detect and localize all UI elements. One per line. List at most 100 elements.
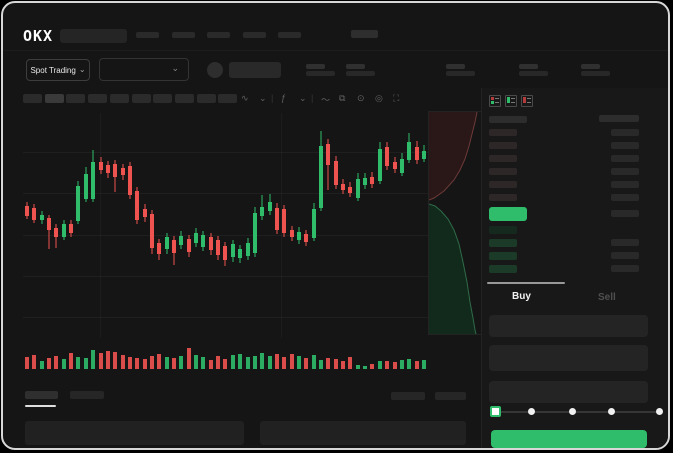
slider-handle[interactable] xyxy=(490,406,501,417)
book-combined-icon[interactable] xyxy=(489,95,501,107)
stat-label-placeholder xyxy=(581,64,600,69)
ask-row-price[interactable] xyxy=(489,129,517,136)
slider-stop-dot[interactable] xyxy=(656,408,663,415)
depth-chart xyxy=(428,111,478,335)
amount-input[interactable] xyxy=(489,345,648,371)
divider: | xyxy=(271,93,274,103)
orderbook-header-amount xyxy=(599,115,639,122)
stat-label-placeholder xyxy=(306,64,325,69)
slider-stop-dot[interactable] xyxy=(608,408,615,415)
orders-panel-placeholder xyxy=(25,421,244,445)
bid-row-price[interactable] xyxy=(489,265,517,273)
bottom-tab[interactable] xyxy=(70,391,104,399)
candle-style-icon[interactable]: ∿ xyxy=(241,93,249,103)
bid-row-price[interactable] xyxy=(489,252,517,260)
settings-icon[interactable]: ◎ xyxy=(375,93,383,103)
ask-row-price[interactable] xyxy=(489,142,517,149)
history-panel-placeholder xyxy=(260,421,466,445)
pair-name-placeholder xyxy=(229,62,281,78)
okx-logo[interactable]: OKX xyxy=(23,27,54,45)
nav-item-placeholder[interactable] xyxy=(171,32,195,38)
chevron-down-icon[interactable]: ⌄ xyxy=(259,93,267,103)
active-tab-indicator xyxy=(25,405,56,407)
volume-chart xyxy=(25,348,426,369)
chevron-down-icon: ⌄ xyxy=(171,63,179,73)
tab-sell[interactable]: Sell xyxy=(598,292,616,303)
candlestick-chart[interactable] xyxy=(23,113,428,338)
timeframe-button[interactable] xyxy=(153,94,173,103)
nav-item-placeholder[interactable] xyxy=(242,32,266,38)
stat-value-placeholder xyxy=(446,71,475,76)
ask-row-price[interactable] xyxy=(489,181,517,188)
right-panel: Buy Sell xyxy=(481,88,668,448)
divider xyxy=(3,50,668,51)
stat-label-placeholder xyxy=(346,64,365,69)
ask-row-price[interactable] xyxy=(489,168,517,175)
bid-row-price[interactable] xyxy=(489,226,517,234)
stat-value-placeholder xyxy=(306,71,335,76)
total-input[interactable] xyxy=(489,381,648,403)
stat-label-placeholder xyxy=(519,64,538,69)
timeframe-button[interactable] xyxy=(44,94,64,103)
nav-item-placeholder[interactable] xyxy=(351,30,378,38)
indicator-icon[interactable]: ƒ xyxy=(281,93,287,103)
last-price-amount xyxy=(611,210,639,217)
bid-row-price[interactable] xyxy=(489,239,517,247)
slider-stop-dot[interactable] xyxy=(569,408,576,415)
ask-row-price[interactable] xyxy=(489,155,517,162)
chevron-down-icon: ⌄ xyxy=(78,65,86,74)
orderbook-scrollbar[interactable] xyxy=(487,282,565,284)
pair-logo-avatar[interactable] xyxy=(207,62,223,78)
book-asks-icon[interactable] xyxy=(521,95,533,107)
tab-buy[interactable]: Buy xyxy=(512,291,531,302)
bottom-bar-action[interactable] xyxy=(391,392,425,400)
book-bids-icon[interactable] xyxy=(505,95,517,107)
buy-submit-button[interactable] xyxy=(491,430,647,448)
ask-row-amount[interactable] xyxy=(611,168,639,175)
search-input[interactable] xyxy=(60,29,127,43)
ask-row-amount[interactable] xyxy=(611,129,639,136)
bid-row-amount[interactable] xyxy=(611,239,639,246)
camera-icon[interactable]: ⊙ xyxy=(357,93,365,103)
stat-value-placeholder xyxy=(519,71,548,76)
depth-overlay-panel xyxy=(428,111,483,335)
timeframe-button[interactable] xyxy=(131,94,151,103)
stat-value-placeholder xyxy=(581,71,610,76)
slider-stop-dot[interactable] xyxy=(528,408,535,415)
percent-slider-track[interactable] xyxy=(493,411,661,413)
orderbook-header-price xyxy=(489,116,527,123)
bottom-bar-action[interactable] xyxy=(435,392,466,400)
timeframe-button[interactable] xyxy=(109,94,129,103)
divider: | xyxy=(311,93,314,103)
nav-item-placeholder[interactable] xyxy=(278,32,302,38)
fullscreen-icon[interactable]: ⛶ xyxy=(393,93,400,103)
trading-pair-selector[interactable]: ⌄ xyxy=(99,58,189,81)
timeframe-button[interactable] xyxy=(196,94,216,103)
nav-item-placeholder[interactable] xyxy=(207,32,231,38)
bid-row-amount[interactable] xyxy=(611,252,639,259)
timeframe-button[interactable] xyxy=(218,94,238,103)
last-price-button[interactable] xyxy=(489,207,527,221)
timeframe-button[interactable] xyxy=(23,94,42,103)
timeframe-button[interactable] xyxy=(88,94,108,103)
ask-row-amount[interactable] xyxy=(611,181,639,188)
market-type-label: Spot Trading xyxy=(30,65,76,75)
compare-icon[interactable]: ⧉ xyxy=(339,93,346,103)
bid-row-amount[interactable] xyxy=(611,265,639,272)
line-tool-icon[interactable]: 〜 xyxy=(321,95,331,105)
ask-row-amount[interactable] xyxy=(611,155,639,162)
ask-row-amount[interactable] xyxy=(611,194,639,201)
bottom-tab[interactable] xyxy=(25,391,58,399)
price-input[interactable] xyxy=(489,315,648,337)
market-type-selector[interactable]: Spot Trading ⌄ xyxy=(26,59,90,81)
timeframe-button[interactable] xyxy=(174,94,194,103)
ask-row-amount[interactable] xyxy=(611,142,639,149)
ask-row-price[interactable] xyxy=(489,194,517,201)
nav-item-placeholder[interactable] xyxy=(136,32,159,38)
timeframe-button[interactable] xyxy=(66,94,86,103)
chevron-down-icon[interactable]: ⌄ xyxy=(299,93,307,103)
stat-value-placeholder xyxy=(346,71,375,76)
stat-label-placeholder xyxy=(446,64,465,69)
